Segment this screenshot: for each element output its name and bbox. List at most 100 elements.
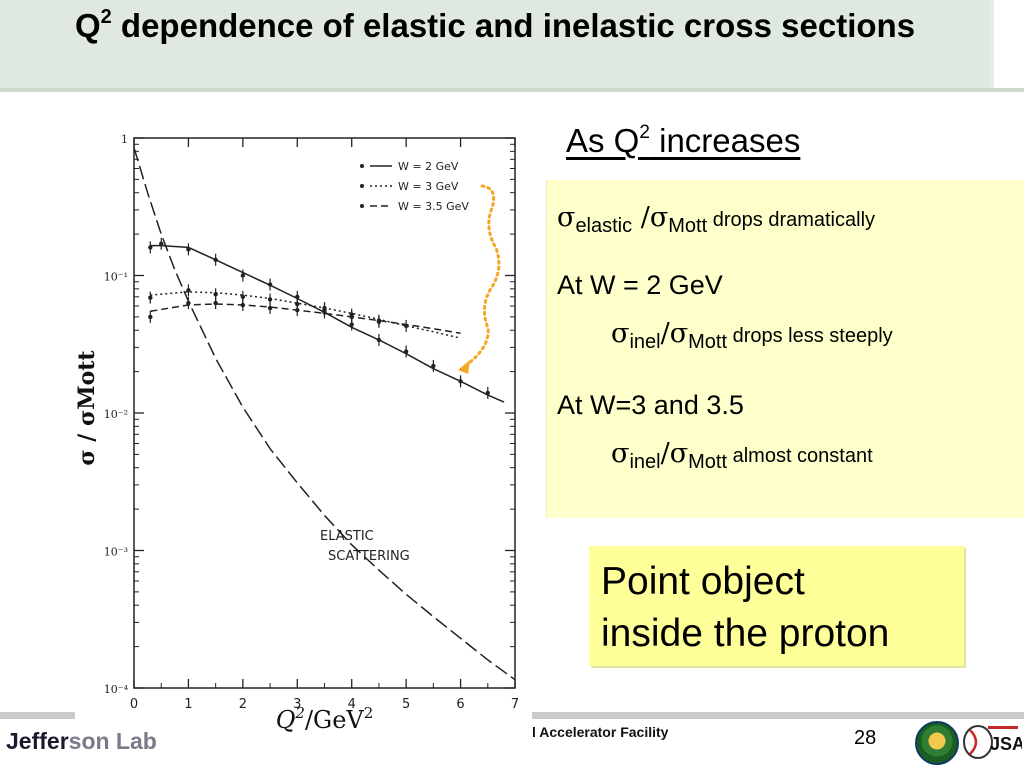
title-q: Q [74, 7, 101, 44]
svg-text:JSA: JSA [990, 734, 1022, 754]
data-point [186, 288, 191, 293]
note-inel-w3: σinel/σMott almost constant [611, 438, 873, 474]
data-point [376, 319, 382, 325]
legend-marker [360, 204, 364, 208]
x-tick-label: 7 [511, 697, 519, 712]
plot-svg: 1 10⁻¹ 10⁻² 10⁻³ 10⁻⁴0 1 2 3 4 5 6 7 Q2/GeV2 σ / σMot… [74, 133, 519, 734]
data-point [213, 257, 218, 263]
note-text: almost constant [727, 445, 873, 467]
subscript: elastic [575, 215, 633, 237]
facility-name: l Accelerator Facility [532, 724, 669, 740]
subscript: Mott [668, 215, 708, 237]
arrow-head-icon [458, 360, 470, 374]
data-point [458, 379, 463, 384]
data-point [295, 307, 300, 313]
data-point [148, 314, 153, 320]
doe-seal-icon [915, 721, 959, 765]
series-line [150, 303, 461, 335]
x-axis-label: Q2/GeV2 [276, 704, 374, 734]
callout-line-1: Point object [601, 560, 805, 603]
notes-box: σelastic /σMott drops dramatically At W … [546, 180, 1024, 518]
data-point [485, 390, 490, 396]
data-point [148, 295, 153, 300]
note-w2: At W = 2 GeV [557, 270, 723, 300]
x-tick-label: 3 [293, 697, 301, 712]
x-tick-label: 1 [184, 697, 192, 712]
x-tick-label: 2 [239, 697, 247, 712]
cross-section-plot: 1 10⁻¹ 10⁻² 10⁻³ 10⁻⁴ 0 1 2 3 4 5 6 7 Q2/GeV2 σ / σMot… [70, 108, 525, 748]
data-point [322, 310, 327, 315]
title-bar [0, 0, 990, 89]
y-tick-label: 10⁻¹ [104, 271, 128, 284]
y-tick-label: 1 [121, 133, 128, 146]
legend-label: W = 3 GeV [398, 180, 459, 193]
lab-name: Jeffer [6, 728, 69, 754]
subscript: inel [629, 331, 661, 353]
data-point [295, 294, 300, 299]
x-tick-label: 6 [456, 697, 464, 712]
footer-rule-right [532, 712, 1024, 719]
data-point [349, 322, 354, 327]
subscript: Mott [688, 451, 728, 473]
series-line [150, 244, 505, 403]
annotation-text: SCATTERING [328, 549, 410, 564]
plot-frame [133, 137, 516, 689]
heading-text-a: As Q [566, 122, 640, 159]
slash: / [660, 438, 670, 469]
sigma-symbol: σ [649, 202, 669, 233]
lab-logo-text: Jefferson Lab [6, 728, 157, 755]
data-point [159, 241, 164, 247]
x-tick-label: 0 [130, 697, 138, 712]
legend-label: W = 3.5 GeV [398, 200, 469, 213]
callout-box: Point object inside the proton [589, 546, 964, 666]
note-text: drops less steeply [727, 325, 893, 347]
annotation-text: ELASTIC [320, 529, 374, 544]
heading: As Q2 increases [566, 122, 800, 160]
data-point [267, 282, 273, 287]
series-line [133, 147, 516, 681]
title-rest: dependence of elastic and inelastic cros… [111, 7, 916, 44]
title-bar-edge [990, 0, 1024, 88]
sigma-symbol: σ [669, 438, 689, 469]
data-point [240, 273, 246, 278]
data-point [295, 301, 300, 307]
series-line [150, 291, 461, 339]
data-point [213, 300, 218, 306]
data-point [213, 292, 218, 297]
note-elastic: σelastic /σMott drops dramatically [557, 202, 875, 238]
legend-marker [360, 164, 364, 168]
sigma-symbol: σ [611, 318, 630, 349]
page-number: 28 [854, 727, 877, 749]
lab-name-partial: son Lab [68, 728, 157, 754]
sigma-symbol: σ [611, 438, 630, 469]
data-point [186, 300, 191, 306]
data-point [148, 245, 153, 250]
note-w3: At W=3 and 3.5 [557, 390, 744, 420]
data-point [431, 363, 436, 369]
x-tick-label: 5 [402, 697, 410, 712]
y-axis-label: σ / σMott [74, 350, 100, 466]
sigma-symbol: σ [669, 318, 689, 349]
title-rule [0, 88, 1024, 92]
data-point [267, 297, 273, 302]
data-point [240, 294, 246, 299]
heading-sup: 2 [639, 122, 650, 143]
slash: / [660, 318, 670, 349]
y-tick-label: 10⁻² [104, 408, 128, 421]
data-point [376, 337, 382, 343]
data-point [403, 349, 409, 354]
legend-label: W = 2 GeV [398, 160, 459, 173]
data-point [186, 247, 191, 252]
slide-title: Q2 dependence of elastic and inelastic c… [20, 6, 970, 46]
dotted-arrow [463, 184, 501, 368]
data-point [240, 302, 246, 308]
subscript: inel [629, 451, 661, 473]
data-point [403, 323, 409, 329]
data-point [349, 314, 354, 320]
heading-text-b: increases [649, 122, 801, 159]
jsa-logo-icon: JSA [963, 725, 1022, 759]
subscript: Mott [688, 331, 728, 353]
note-text: drops dramatically [707, 209, 876, 231]
note-inel-w2: σinel/σMott drops less steeply [611, 318, 893, 354]
data-point [267, 305, 273, 311]
